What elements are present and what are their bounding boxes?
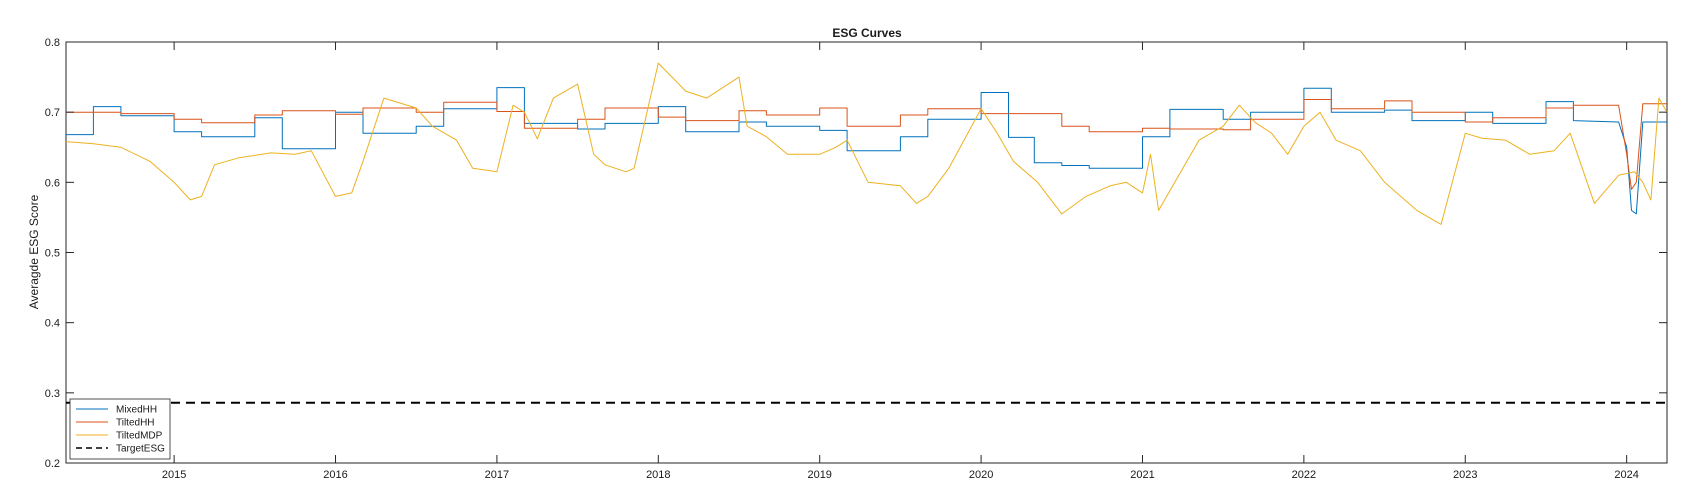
series-line-tiltedmdp — [65, 62, 1668, 225]
legend-label-tiltedhh: TiltedHH — [116, 418, 155, 429]
x-tick-label: 2022 — [1292, 469, 1316, 481]
x-tick-label: 2021 — [1130, 469, 1154, 481]
legend-label-mixedhh: MixedHH — [116, 405, 157, 416]
chart-title: ESG Curves — [832, 26, 902, 40]
ticks-layer: 0.2 0.3 0.4 0.5 0.6 0.7 0.8 2015 2016 2017 2018 201… — [45, 37, 1667, 481]
x-tick-label: 2017 — [485, 469, 509, 481]
x-tick-label: 2019 — [807, 469, 831, 481]
x-tick-label: 2015 — [162, 469, 186, 481]
legend: MixedHH TiltedHH TiltedMDP TargetESG — [69, 398, 171, 460]
x-tick-label: 2024 — [1614, 469, 1638, 481]
legend-label-tiltedmdp: TiltedMDP — [116, 431, 163, 442]
x-tick-label: 2020 — [969, 469, 993, 481]
plot-area: 0.2 0.3 0.4 0.5 0.6 0.7 0.8 2015 2016 2017 2018 201… — [45, 37, 1668, 481]
series-layer — [65, 62, 1668, 404]
x-tick-label: 2016 — [323, 469, 347, 481]
axes-box — [65, 41, 1668, 464]
series-line-tiltedhh — [66, 99, 1667, 190]
y-tick-label: 0.2 — [45, 458, 60, 470]
y-tick-label: 0.5 — [45, 248, 60, 260]
x-tick-label: 2018 — [646, 469, 670, 481]
y-tick-label: 0.8 — [45, 37, 60, 49]
legend-label-targetesg: TargetESG — [116, 444, 165, 455]
y-tick-label: 0.3 — [45, 388, 60, 400]
y-tick-label: 0.4 — [45, 318, 60, 330]
x-tick-label: 2023 — [1453, 469, 1477, 481]
y-tick-label: 0.6 — [45, 177, 60, 189]
y-tick-label: 0.7 — [45, 107, 60, 119]
y-axis-label: Averagde ESG Score — [27, 194, 41, 309]
